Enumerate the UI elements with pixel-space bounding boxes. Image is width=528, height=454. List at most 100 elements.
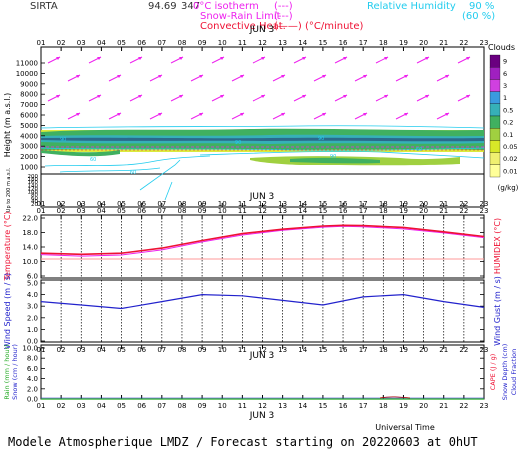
snow-rain-label: Snow-Rain Limit [200, 11, 281, 22]
legend-swatch [489, 164, 501, 178]
x-tick-label: 14 [298, 346, 307, 354]
y-tick-label: 4.0 [27, 375, 38, 383]
rh-contour [59, 167, 161, 173]
x-tick-label: 05 [117, 207, 126, 215]
contour-label: 60 [130, 170, 136, 176]
x-tick-label: 05 [117, 402, 126, 410]
legend-label: 3 [503, 82, 507, 90]
y-tick-label: 14.0 [22, 244, 38, 252]
wind-arrowhead [322, 113, 326, 116]
cape-axis-label: CAPE (J / g) [489, 354, 497, 391]
x-tick-label: 12 [258, 346, 267, 354]
x-tick-label: 21 [439, 402, 448, 410]
wind-arrowhead [220, 57, 224, 60]
y-tick-label: 10.0 [22, 258, 38, 266]
height-axis-ticks: 11000 10000 9000 8000 7000 6000 5000 4000 3000 20… [16, 60, 45, 172]
x-tick-label: 03 [77, 402, 86, 410]
x-tick-label: 23 [480, 346, 489, 354]
x-tick-label: 22 [459, 346, 468, 354]
date-label-top: JUN 3 [249, 25, 275, 35]
x-tick-label: 15 [318, 39, 327, 47]
x-tick-label: 13 [278, 39, 287, 47]
height-axis-label: Height (m a.s.l.) [3, 93, 12, 158]
cloud-legend-title: Clouds [488, 43, 515, 52]
cloud-legend: 9 6 3 1 0.5 0.2 0.1 0.05 0.02 0.01 [489, 54, 517, 178]
x-tick-label: 16 [339, 207, 348, 215]
rh-contour [199, 150, 485, 159]
x-tick-label: 08 [177, 39, 186, 47]
y-tick-label: 6000 [20, 112, 38, 120]
x-tick-label: 07 [157, 39, 166, 47]
x-tick-label: 08 [177, 402, 186, 410]
zero-isotherm-label: 0°C isotherm [193, 1, 259, 12]
y-tick-label: 11000 [16, 60, 38, 68]
wind-arrowhead [179, 57, 183, 60]
x-tick-label: 23 [480, 402, 489, 410]
x-tick-label: 10 [218, 346, 227, 354]
wind-arrowhead [425, 57, 429, 60]
date-label-bottom: JUN 3 [249, 411, 275, 421]
x-tick-label: 09 [198, 402, 207, 410]
wind-arrowhead [56, 95, 60, 98]
cloud-patch-c [290, 157, 380, 164]
y-tick-label: 10.0 [22, 345, 38, 353]
x-tick-label: 10 [218, 402, 227, 410]
x-tick-label: 20 [419, 207, 428, 215]
hour-gridlines [60, 215, 465, 278]
x-tick-label: 07 [157, 346, 166, 354]
x-tick-label: 12 [258, 39, 267, 47]
x-tick-label: 11 [238, 402, 247, 410]
wind-arrowhead [240, 75, 244, 78]
x-tick-label: 05 [117, 346, 126, 354]
x-tick-label: 09 [198, 207, 207, 215]
temperature-panel: 01 02 03 04 05 06 07 08 09 10 11 12 13 14 15 16 17 18 19 20… [3, 192, 502, 282]
y-tick-label: 8000 [20, 91, 38, 99]
station-coords-tail: 347 [181, 1, 200, 12]
x-tick-label: 01 [37, 402, 46, 410]
y-tick-label: 5.0 [27, 280, 38, 288]
x-tick-label: 06 [137, 39, 146, 47]
date-label-mid: JUN 3 [249, 192, 275, 202]
x-tick-label: 10 [218, 39, 227, 47]
wind-arrowhead [76, 113, 80, 116]
x-tick-label: 16 [339, 346, 348, 354]
legend-label: 0.01 [503, 167, 517, 175]
legend-swatch [489, 91, 501, 104]
series-line [40, 224, 485, 256]
x-tick-label: 02 [57, 346, 66, 354]
wind-arrowhead [240, 113, 244, 116]
contour-label: 90 [235, 140, 241, 146]
x-tick-label: 08 [177, 207, 186, 215]
x-tick-label: 14 [298, 207, 307, 215]
x-tick-label: 22 [459, 207, 468, 215]
x-tick-label: 22 [459, 402, 468, 410]
y-tick-label: 7000 [20, 101, 38, 109]
top-hour-ticks: 01 02 03 04 05 06 07 08 09 10 11 12 13 14 15 16 17 18 19 20… [37, 39, 489, 208]
wind-arrowhead [445, 113, 449, 116]
wind-gust-axis-label: Wind Gust (m / s) [493, 276, 502, 346]
y-tick-label: 5000 [20, 122, 38, 130]
legend-swatch [489, 103, 501, 117]
x-tick-label: 18 [379, 39, 388, 47]
y-tick-label: 10000 [16, 70, 38, 78]
wind-arrowhead [343, 57, 347, 60]
x-tick-label: 17 [359, 207, 368, 215]
x-tick-label: 01 [37, 346, 46, 354]
x-tick-label: 21 [439, 39, 448, 47]
x-tick-label: 11 [238, 207, 247, 215]
x-tick-label: 23 [480, 207, 489, 215]
x-tick-label: 02 [57, 39, 66, 47]
wind-axis-ticks: 5.0 4.0 3.0 2.0 1.0 0.0 [27, 280, 484, 346]
wind-arrowhead [199, 113, 203, 116]
wind-arrowhead [117, 75, 121, 78]
y-tick-label: 180 [28, 177, 39, 183]
x-tick-label: 13 [278, 207, 287, 215]
y-tick-label: 160 [28, 180, 39, 186]
y-tick-label: 4.0 [27, 291, 38, 299]
snow-axis-label: Snow (cm / hour) [11, 344, 19, 400]
series-line [40, 293, 485, 310]
universal-time-label: Universal Time [375, 423, 435, 432]
x-tick-label: 22 [459, 39, 468, 47]
x-tick-label: 10 [218, 207, 227, 215]
